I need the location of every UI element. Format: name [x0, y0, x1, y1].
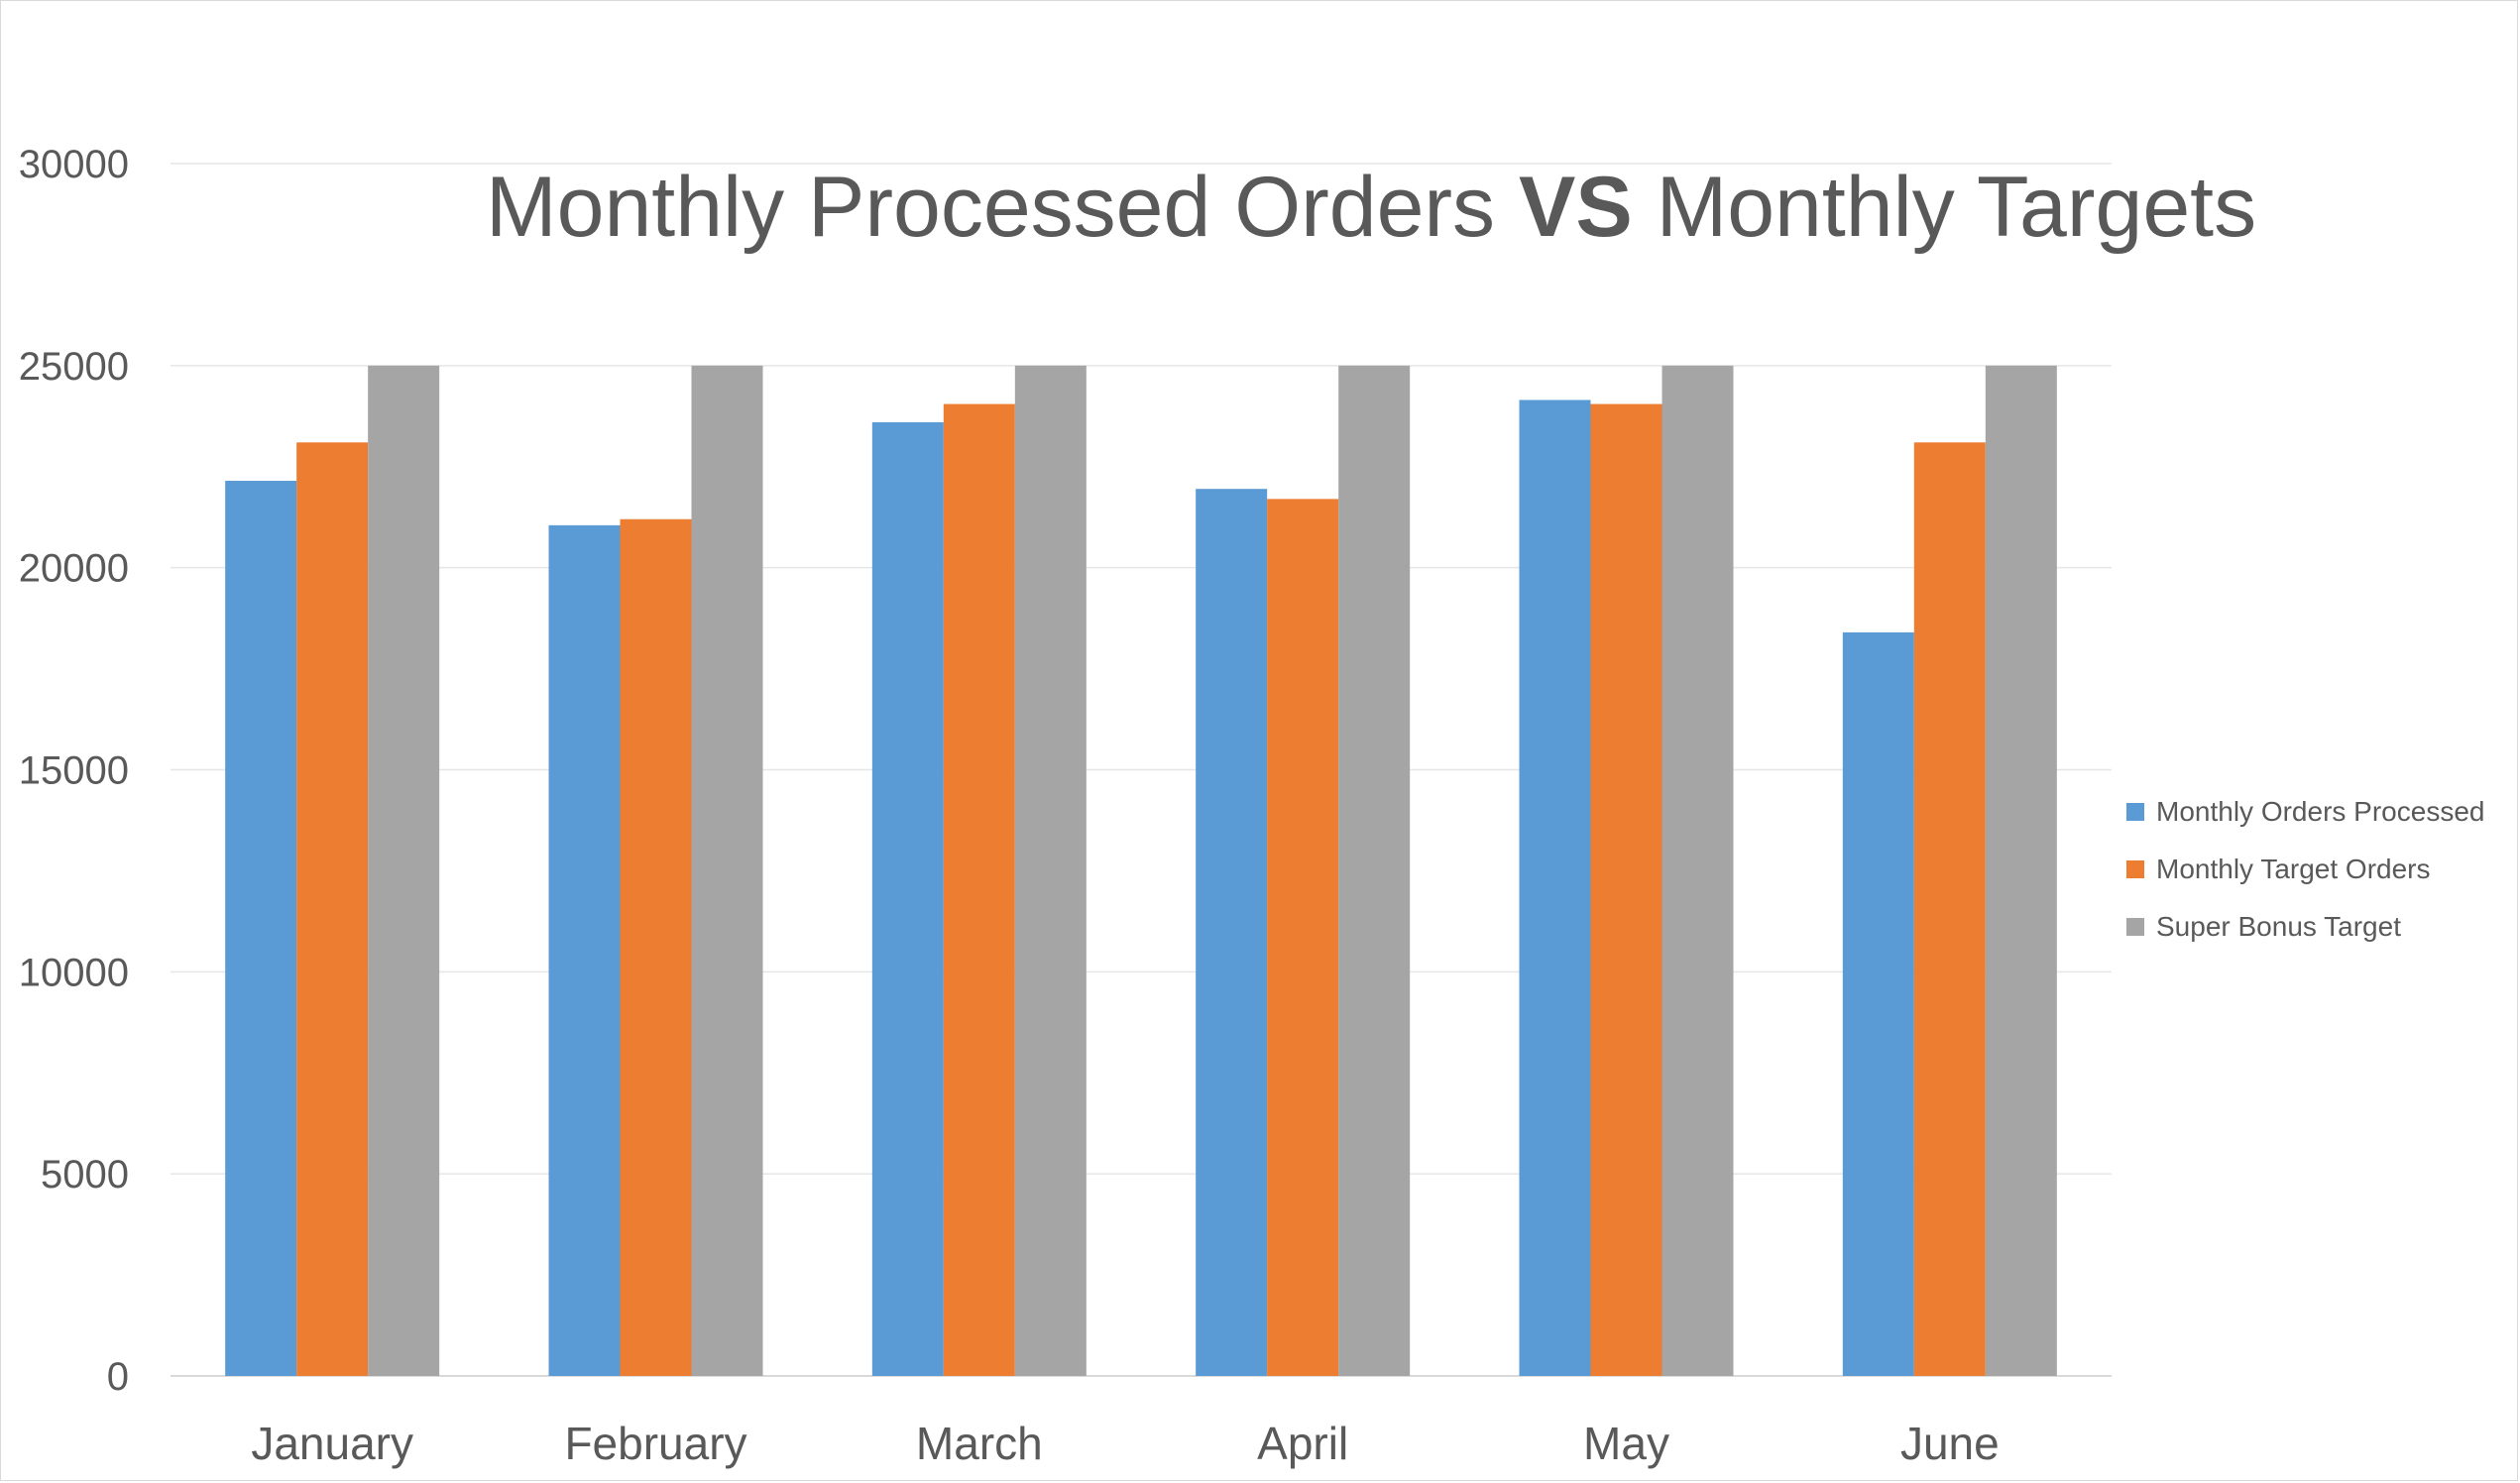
bar-monthly-orders-processed-january: [225, 481, 297, 1377]
y-tick-label: 30000: [19, 143, 129, 186]
y-tick-label: 10000: [19, 951, 129, 994]
legend-label: Super Bonus Target: [2156, 911, 2401, 942]
x-tick-label: January: [251, 1418, 413, 1469]
bar-monthly-target-orders-january: [296, 442, 369, 1376]
bars: [225, 365, 2057, 1377]
bar-monthly-target-orders-march: [943, 403, 1015, 1377]
x-tick-label: March: [916, 1418, 1043, 1469]
bar-monthly-target-orders-june: [1913, 442, 1986, 1376]
chart-title-part2: VS: [1518, 160, 1633, 255]
y-tick-label: 20000: [19, 547, 129, 591]
y-axis-tick-labels: 0 5000 10000 15000 20000 25000 30000: [19, 143, 129, 1399]
y-tick-label: 0: [107, 1355, 129, 1399]
bar-super-bonus-target-april: [1338, 365, 1411, 1376]
x-axis-tick-labels: January February March April May June: [251, 1418, 1999, 1469]
bar-monthly-orders-processed-march: [871, 421, 944, 1376]
legend-swatch-target-orders: [2126, 860, 2144, 878]
legend-item: Monthly Orders Processed: [2126, 796, 2485, 827]
legend-label: Monthly Orders Processed: [2156, 796, 2485, 827]
chart-title-part1: Monthly Processed Orders: [486, 160, 1519, 255]
bar-monthly-orders-processed-june: [1842, 631, 1914, 1376]
legend-swatch-super-bonus: [2126, 918, 2144, 936]
legend-item: Monthly Target Orders: [2126, 854, 2484, 884]
x-tick-label: February: [564, 1418, 746, 1469]
chart-title-part3: Monthly Targets: [1632, 160, 2257, 255]
y-tick-label: 25000: [19, 345, 129, 389]
bar-monthly-target-orders-february: [620, 518, 692, 1376]
y-tick-label: 5000: [41, 1153, 129, 1197]
bar-monthly-orders-processed-april: [1196, 489, 1268, 1377]
legend-item: Super Bonus Target: [2126, 911, 2484, 942]
legend-swatch-orders-processed: [2126, 803, 2144, 821]
bar-super-bonus-target-january: [368, 365, 440, 1376]
bar-super-bonus-target-june: [1985, 365, 2057, 1376]
x-tick-label: May: [1583, 1418, 1669, 1469]
y-tick-label: 15000: [19, 749, 129, 793]
gridlines: [171, 163, 2112, 1377]
bar-super-bonus-target-march: [1014, 365, 1087, 1376]
x-tick-label: April: [1257, 1418, 1348, 1469]
x-tick-label: June: [1900, 1418, 2000, 1469]
bar-monthly-orders-processed-may: [1519, 399, 1591, 1376]
bar-super-bonus-target-may: [1661, 365, 1734, 1376]
legend-label: Monthly Target Orders: [2156, 854, 2431, 884]
chart-title: Monthly Processed Orders VS Monthly Targ…: [486, 159, 2256, 257]
bar-monthly-target-orders-may: [1590, 403, 1662, 1377]
bar-monthly-orders-processed-february: [548, 524, 621, 1376]
bar-monthly-target-orders-april: [1267, 499, 1339, 1376]
bar-super-bonus-target-february: [691, 365, 763, 1376]
legend: Monthly Orders Processed Monthly Target …: [2126, 796, 2485, 970]
